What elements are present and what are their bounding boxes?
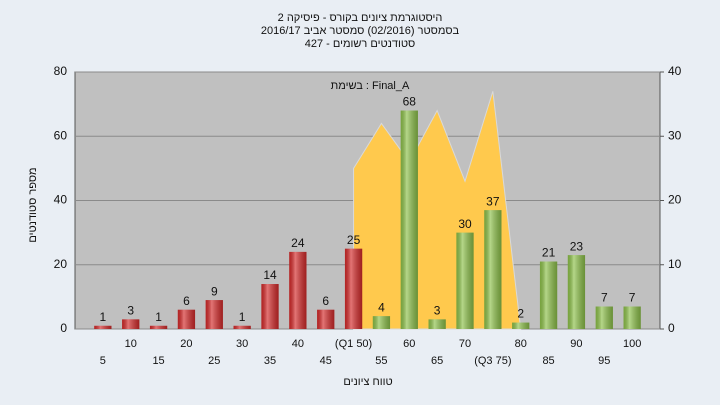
x-tick-label: 70: [459, 338, 471, 350]
value-label: 37: [486, 194, 500, 208]
x-tick-label: 15: [152, 355, 164, 367]
value-label: 25: [347, 233, 361, 247]
y-axis-label: מספר סטודנטים: [27, 167, 39, 242]
bar-shade: [400, 110, 418, 329]
value-label: 21: [542, 246, 556, 260]
x-tick-label: 5: [100, 355, 106, 367]
bar-shade: [94, 325, 112, 329]
bar-shade: [623, 306, 641, 329]
value-label: 9: [211, 284, 218, 298]
y2-tick-label: 30: [668, 128, 682, 142]
bar-shade: [317, 309, 335, 329]
value-label: 7: [629, 291, 636, 305]
value-label: 14: [263, 268, 277, 282]
bar-shade: [372, 316, 391, 329]
x-tick-label: 90: [570, 338, 582, 350]
subtitle: בסמסטר (02/2016) סמסטר אביב 2016/17: [261, 25, 460, 37]
value-label: 23: [570, 239, 584, 253]
x-tick-label: 55: [375, 355, 387, 367]
bar-shade: [344, 248, 363, 329]
subtitle: סטודנטים רשומים - 427: [305, 38, 416, 50]
bar-shade: [177, 309, 196, 329]
value-label: 3: [127, 304, 134, 318]
value-label: 3: [434, 304, 441, 318]
y-tick-label: 80: [54, 64, 68, 78]
value-label: 6: [322, 294, 329, 308]
value-label: 1: [155, 310, 162, 324]
x-tick-label: (Q1 50): [335, 338, 372, 350]
y-tick-label: 20: [54, 257, 68, 271]
x-tick-label: 20: [180, 338, 192, 350]
x-tick-label: (Q3 75): [474, 355, 511, 367]
x-tick-label: 40: [292, 338, 304, 350]
x-tick-label: 35: [264, 355, 276, 367]
value-label: 30: [458, 217, 472, 231]
y-tick-label: 40: [54, 193, 68, 207]
x-tick-label: 65: [431, 355, 443, 367]
bar-shade: [289, 251, 307, 329]
x-tick-label: 80: [515, 338, 527, 350]
bar-shade: [595, 306, 613, 329]
bar-shade: [428, 319, 446, 329]
value-label: 1: [100, 310, 107, 324]
x-tick-label: 10: [125, 338, 137, 350]
bar-shade: [205, 300, 223, 329]
area: [353, 91, 522, 330]
x-tick-label: 30: [236, 338, 248, 350]
bar-shade: [567, 255, 586, 329]
y2-tick-label: 20: [668, 193, 682, 207]
bar-shade: [539, 261, 558, 329]
y-tick-label: 0: [60, 321, 67, 335]
annotation: בשימת : Final_A: [331, 80, 410, 92]
value-label: 1: [239, 310, 246, 324]
bar-shade: [484, 210, 502, 329]
bar-shade: [122, 319, 140, 329]
bar-shade: [456, 232, 474, 329]
value-label: 2: [517, 307, 524, 321]
bar-shade: [233, 325, 251, 329]
y2-tick-label: 40: [668, 64, 682, 78]
value-label: 6: [183, 294, 190, 308]
chart-title: היסטוגרמת ציונים בקורס - פיסיקה 2: [278, 12, 443, 24]
y-tick-label: 60: [54, 128, 68, 142]
x-tick-label: 85: [542, 355, 554, 367]
x-tick-label: 100: [623, 338, 641, 350]
value-label: 7: [601, 291, 608, 305]
x-tick-label: 45: [320, 355, 332, 367]
x-tick-label: 60: [403, 338, 415, 350]
value-label: 4: [378, 300, 385, 314]
x-axis-label: טווח ציונים: [343, 376, 392, 388]
x-tick-label: 25: [208, 355, 220, 367]
y2-tick-label: 0: [668, 321, 675, 335]
bar-shade: [512, 322, 530, 329]
value-label: 24: [291, 236, 305, 250]
x-tick-label: 95: [598, 355, 610, 367]
bar-shade: [261, 284, 279, 329]
bar-shade: [149, 325, 168, 329]
y2-tick-label: 10: [668, 257, 682, 271]
value-label: 68: [403, 95, 417, 109]
